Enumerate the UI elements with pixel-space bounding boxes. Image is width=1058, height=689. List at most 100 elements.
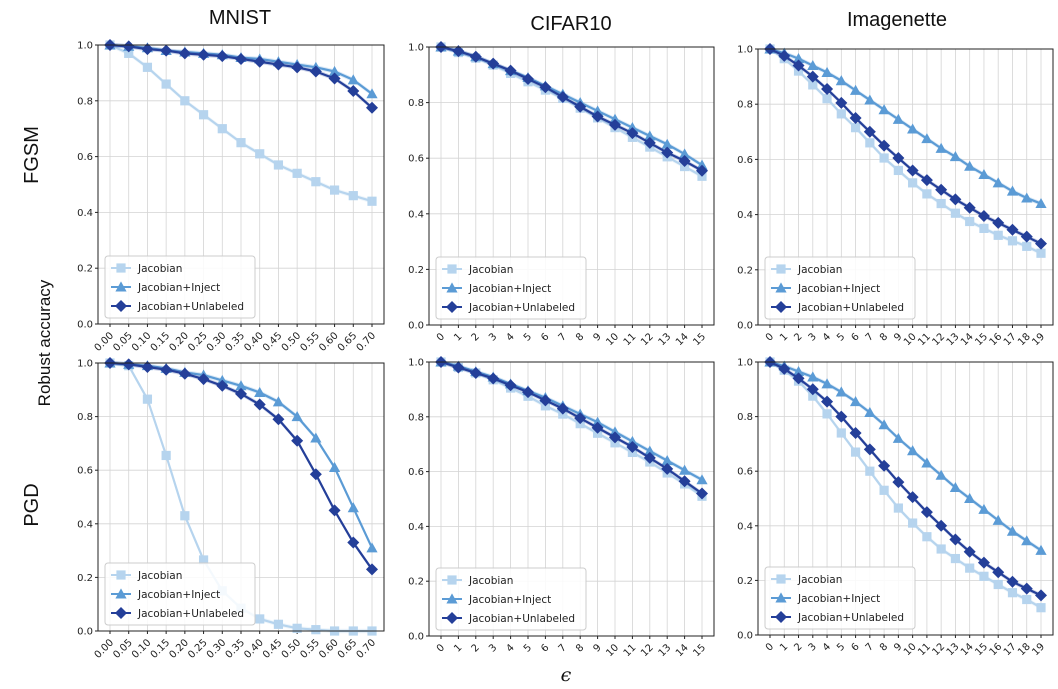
x-tick-label: 4 [821, 331, 833, 343]
x-tick-label: 0.55 [298, 330, 322, 354]
y-tick-label: 0.0 [737, 321, 753, 332]
x-tick-label: 13 [657, 642, 674, 659]
panel-mnist-pgd: 0.00.20.40.60.81.00.000.050.100.150.200.… [77, 357, 385, 661]
y-tick-label: 0.2 [77, 573, 93, 584]
y-tick-label: 0.4 [737, 210, 753, 221]
y-tick-label: 0.8 [408, 98, 424, 109]
jacobian-unlabeled-point [309, 468, 322, 481]
panel-cifar10-fgsm: 0.00.20.40.60.81.00 1 2 3 4 5 6 7 8 9 10 11 12 13 14 15… [408, 41, 715, 348]
jacobian-inject-point [978, 168, 990, 180]
jacobian-inject-point [921, 133, 933, 144]
x-tick-label: 0.60 [317, 330, 341, 354]
row-title-pgd: PGD [21, 483, 43, 526]
jacobian-unlabeled-point [197, 373, 210, 386]
legend: Jacobian Jacobian+Inject Jacobian+Unlabele… [764, 256, 916, 320]
jacobian-point [936, 544, 946, 554]
legend-jacobian-label: Jacobian [797, 264, 842, 276]
jacobian-point [908, 178, 918, 188]
jacobian-inject-points [764, 43, 1047, 209]
legend-jacobian-unlabeled-marker [446, 612, 458, 624]
jacobian-point [922, 532, 932, 542]
jacobian-unlabeled-point [906, 491, 919, 504]
jacobian-unlabeled-point [1035, 237, 1047, 250]
x-tick-label: 7 [557, 331, 569, 343]
legend-jacobian-inject-label: Jacobian+Inject [137, 589, 220, 601]
jacobian-point [893, 165, 903, 176]
x-tick-label: 19 [1030, 331, 1047, 348]
jacobian-line [440, 45, 703, 178]
jacobian-point [142, 394, 153, 404]
x-tick-label: 1 [778, 641, 790, 653]
jacobian-inject-point [696, 474, 708, 485]
jacobian-unlabeled-point [935, 519, 948, 532]
legend-jacobian-marker [776, 264, 786, 274]
jacobian-point [965, 563, 975, 573]
jacobian-unlabeled-point [141, 43, 154, 56]
x-tick-label: 1 [778, 331, 790, 343]
x-tick-label: 14 [674, 642, 691, 659]
jacobian-unlabeled-point [328, 504, 341, 517]
legend-box [435, 256, 587, 320]
jacobian-point [1036, 603, 1046, 613]
x-tick-label: 1 [452, 642, 464, 654]
x-tick-label: 8 [878, 641, 890, 653]
jacobian-unlabeled-point [141, 361, 154, 374]
x-tick-label: 5 [522, 331, 534, 343]
jacobian-unlabeled-point [963, 201, 976, 214]
y-tick-label: 1.0 [737, 358, 753, 369]
y-tick-label: 0.6 [737, 467, 753, 478]
x-tick-label: 0.40 [242, 637, 266, 661]
jacobian-unlabeled-points [104, 39, 378, 114]
jacobian-inject-point [807, 371, 819, 382]
jacobian-inject-point [835, 75, 847, 86]
jacobian-unlabeled-point [522, 72, 534, 85]
legend-jacobian-unlabeled-marker [115, 607, 127, 619]
jacobian-unlabeled-point [452, 45, 465, 58]
legend: Jacobian Jacobian+Inject Jacobian+Unlabele… [435, 567, 587, 631]
x-tick-label: 19 [1030, 641, 1047, 658]
jacobian-inject-point [626, 435, 638, 446]
jacobian-unlabeled-point [469, 50, 482, 63]
jacobian-unlabeled-point [556, 402, 569, 415]
jacobian-inject-point [935, 469, 947, 480]
plot-frame [757, 361, 1054, 636]
x-tick-label: 7 [864, 641, 876, 653]
jacobian-unlabeled-point [1020, 230, 1033, 243]
jacobian-unlabeled-point [992, 566, 1005, 579]
jacobian-inject-point [892, 113, 904, 124]
legend-jacobian-label: Jacobian [797, 574, 842, 586]
x-tick-label: 0.35 [224, 330, 248, 354]
jacobian-inject-point [1035, 197, 1047, 209]
x-tick-label: 0 [435, 642, 447, 654]
x-tick-label: 3 [487, 642, 499, 654]
jacobian-unlabeled-point [609, 118, 621, 131]
jacobian-unlabeled-point [778, 49, 791, 62]
jacobian-inject-point [696, 159, 708, 170]
jacobian-unlabeled-points [764, 43, 1047, 250]
jacobian-point [273, 619, 284, 629]
jacobian-unlabeled-point [235, 52, 247, 65]
jacobian-unlabeled-point [574, 100, 587, 113]
column-title-cifar10: CIFAR10 [530, 13, 611, 35]
column-title-imagenette: Imagenette [847, 9, 947, 31]
x-tick-label: 4 [504, 331, 516, 343]
jacobian-unlabeled-point [963, 545, 976, 558]
jacobian-point [236, 138, 246, 148]
jacobian-unlabeled-point [920, 174, 933, 187]
jacobian-unlabeled-point [977, 209, 990, 222]
jacobian-point [367, 196, 377, 206]
shared-xlabel: ϵ [561, 664, 572, 686]
jacobian-unlabeled-point [849, 112, 862, 124]
x-tick-label: 0.25 [186, 637, 210, 661]
jacobian-unlabeled-point [522, 386, 534, 399]
x-tick-label: 2 [792, 641, 804, 653]
x-tick-label: 0.00 [93, 330, 117, 354]
jacobian-point [808, 80, 818, 90]
jacobian-unlabeled-point [906, 164, 919, 177]
jacobian-point [217, 124, 227, 134]
jacobian-unlabeled-point [977, 556, 990, 569]
jacobian-unlabeled-point [216, 379, 229, 392]
jacobian-unlabeled-point [253, 55, 266, 68]
y-tick-label: 1.0 [408, 43, 424, 54]
x-tick-label: 0.10 [130, 637, 154, 661]
